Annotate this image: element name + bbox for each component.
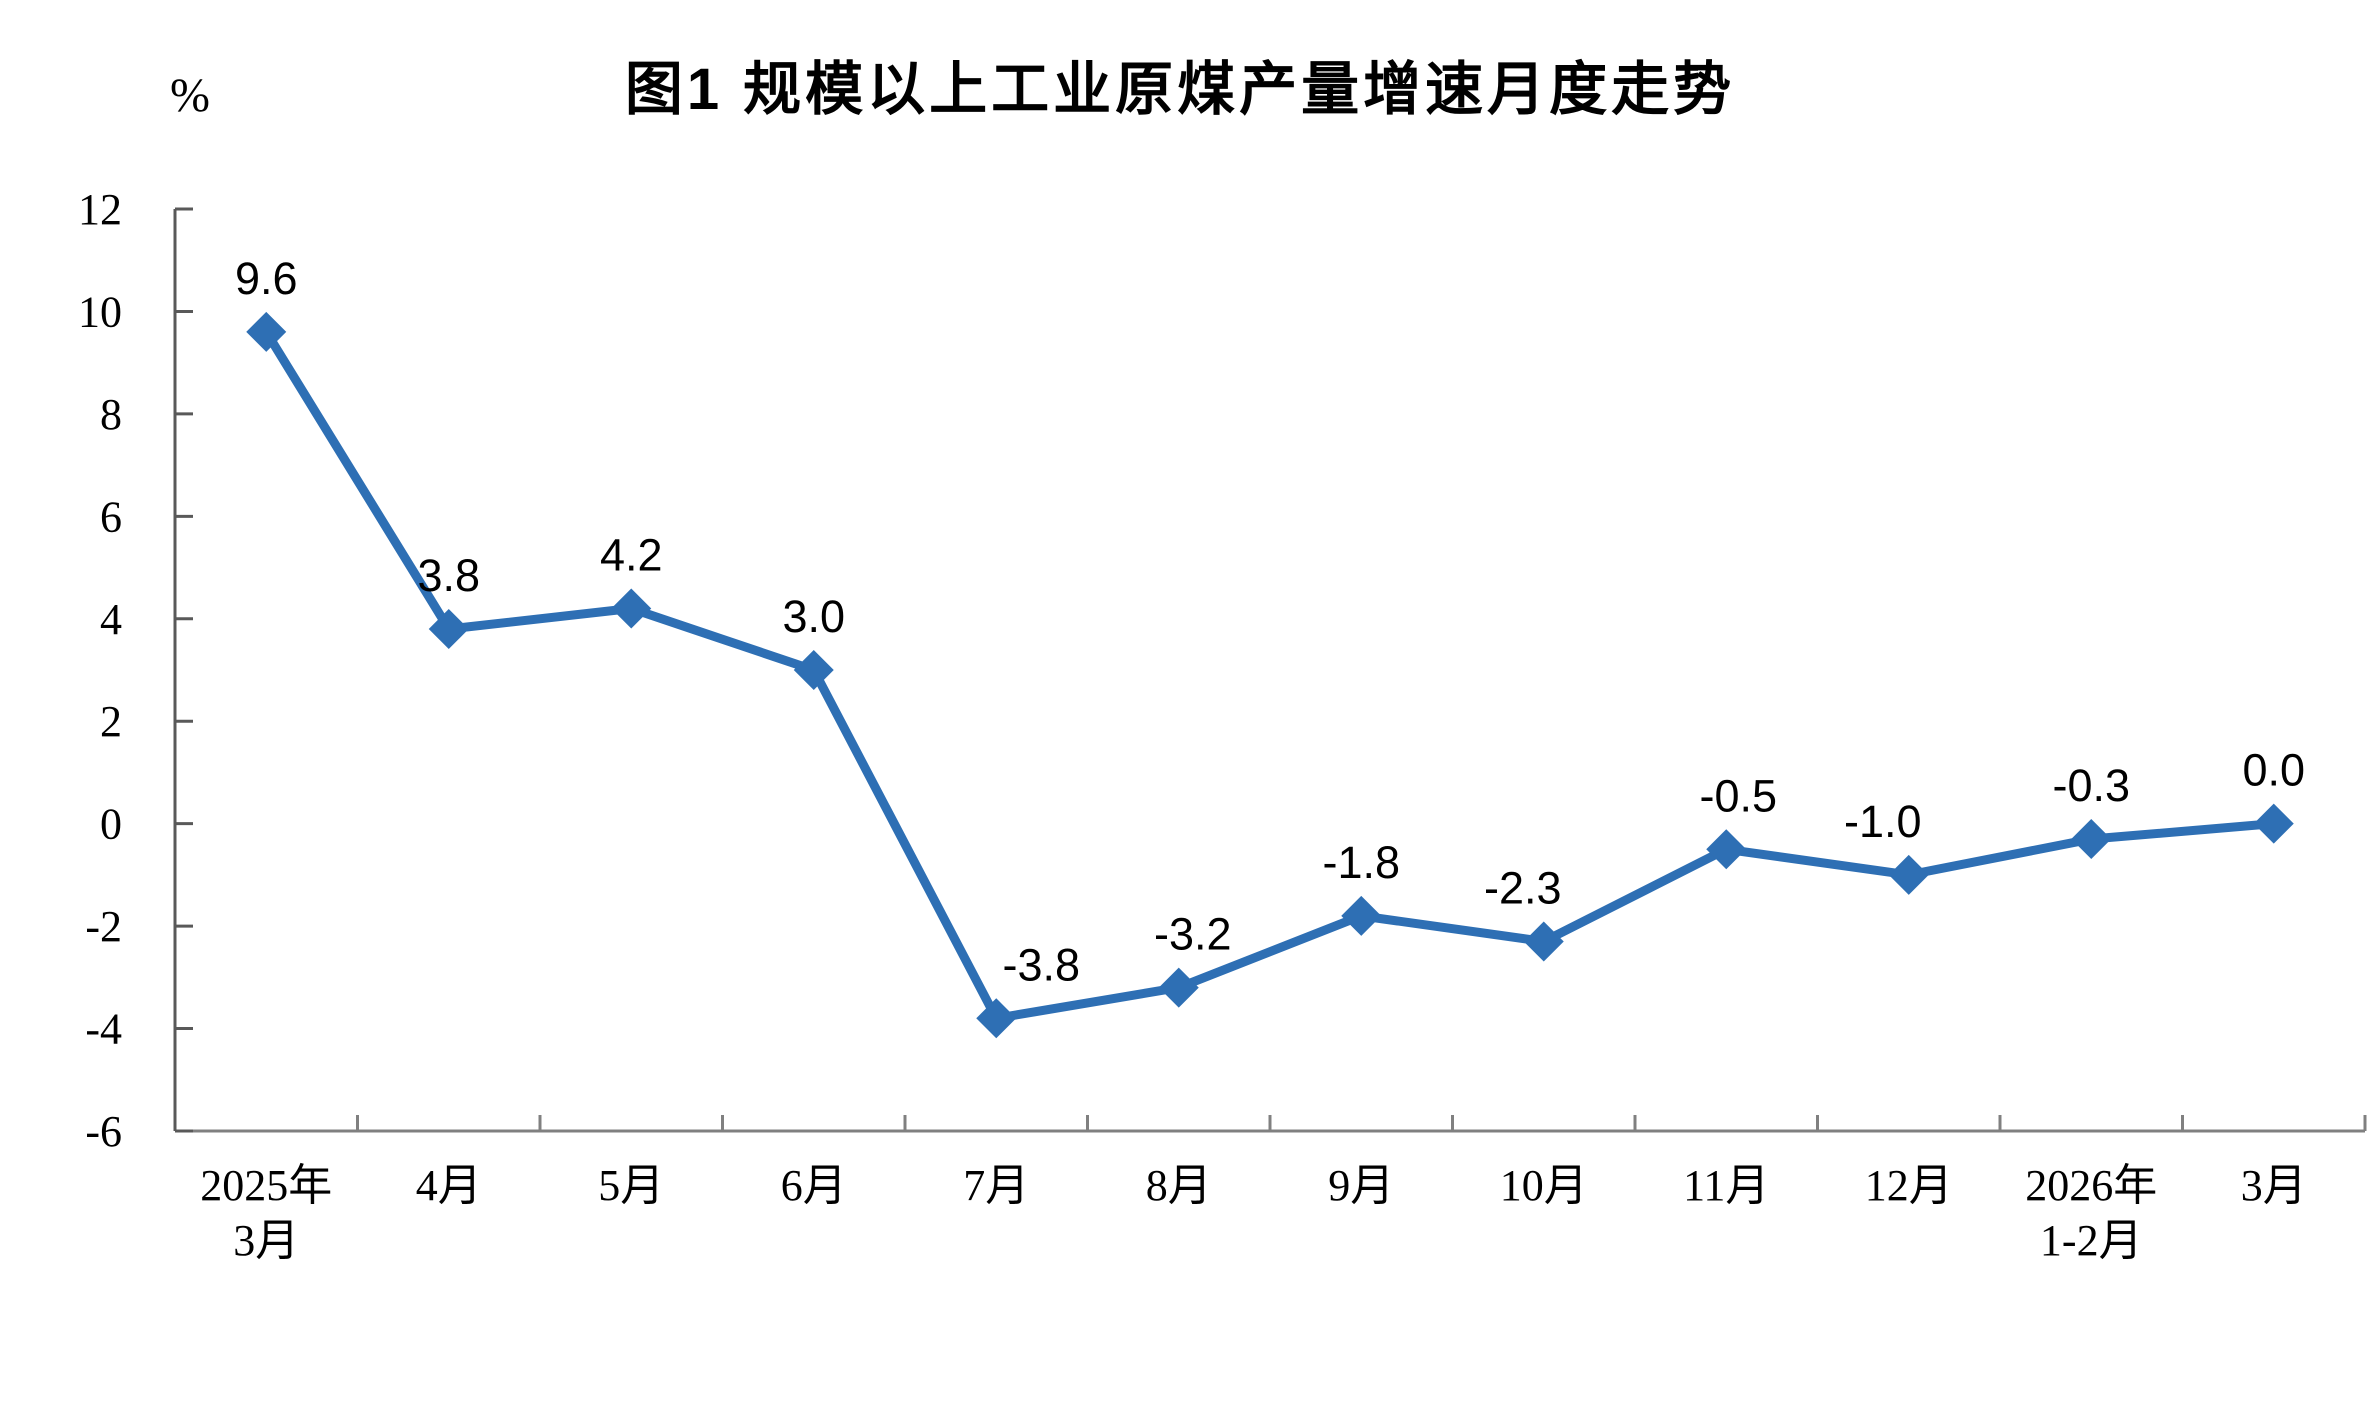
data-point-marker bbox=[793, 650, 834, 690]
chart-title: 图1 规模以上工业原煤产量增速月度走势 bbox=[624, 57, 1736, 122]
series-line bbox=[261, 327, 2279, 1023]
x-category-label: 4月 bbox=[416, 1161, 482, 1210]
data-point-marker bbox=[1706, 829, 1747, 870]
x-category-label: 3月 bbox=[233, 1216, 299, 1265]
x-category-label: 2025年 bbox=[200, 1161, 332, 1210]
y-tick-label: 8 bbox=[100, 390, 122, 439]
data-point-marker bbox=[2071, 819, 2112, 860]
y-tick-label: 6 bbox=[100, 492, 122, 541]
x-category-label: 7月 bbox=[963, 1161, 1029, 1210]
data-point-marker bbox=[1888, 854, 1929, 895]
data-point-label: 3.8 bbox=[417, 550, 480, 601]
y-tick-label: -6 bbox=[85, 1107, 122, 1156]
y-tick-label: 0 bbox=[100, 800, 122, 849]
data-point-label: 0.0 bbox=[2242, 745, 2305, 796]
data-point-label: 9.6 bbox=[235, 253, 298, 304]
data-point-label: -0.5 bbox=[1699, 770, 1777, 821]
data-point-label: 4.2 bbox=[600, 530, 663, 581]
x-category-label: 10月 bbox=[1500, 1161, 1588, 1210]
x-category-label: 9月 bbox=[1328, 1161, 1394, 1210]
data-point-label: -3.8 bbox=[1002, 939, 1080, 990]
data-point-marker bbox=[611, 588, 652, 629]
data-point-label: -1.8 bbox=[1322, 837, 1400, 888]
data-point-marker bbox=[1341, 895, 1382, 936]
data-point-marker bbox=[246, 311, 287, 352]
data-point-marker bbox=[1158, 967, 1199, 1008]
x-category-label: 8月 bbox=[1146, 1161, 1212, 1210]
data-point-marker bbox=[1523, 921, 1564, 962]
x-category-label: 3月 bbox=[2241, 1161, 2307, 1210]
x-category-label: 1-2月 bbox=[2040, 1216, 2143, 1265]
data-point-marker bbox=[428, 609, 469, 650]
x-category-label: 2026年 bbox=[2025, 1161, 2157, 1210]
data-point-label: 3.0 bbox=[782, 591, 845, 642]
data-point-label: -0.3 bbox=[2052, 760, 2130, 811]
x-category-label: 6月 bbox=[781, 1161, 847, 1210]
x-category-label: 5月 bbox=[598, 1161, 664, 1210]
data-point-marker bbox=[2253, 803, 2294, 844]
x-category-label: 12月 bbox=[1865, 1161, 1953, 1210]
y-tick-label: 12 bbox=[78, 185, 122, 234]
y-tick-label: -4 bbox=[85, 1005, 122, 1054]
data-point-label: -3.2 bbox=[1154, 909, 1232, 960]
data-point-marker bbox=[976, 998, 1017, 1039]
data-point-label: -2.3 bbox=[1484, 862, 1562, 913]
y-tick-label: -2 bbox=[85, 902, 122, 951]
y-axis-unit-label: % bbox=[170, 69, 210, 122]
x-category-label: 11月 bbox=[1683, 1161, 1769, 1210]
y-tick-label: 4 bbox=[100, 595, 122, 644]
y-tick-label: 10 bbox=[78, 287, 122, 336]
y-tick-label: 2 bbox=[100, 697, 122, 746]
data-point-label: -1.0 bbox=[1844, 796, 1922, 847]
